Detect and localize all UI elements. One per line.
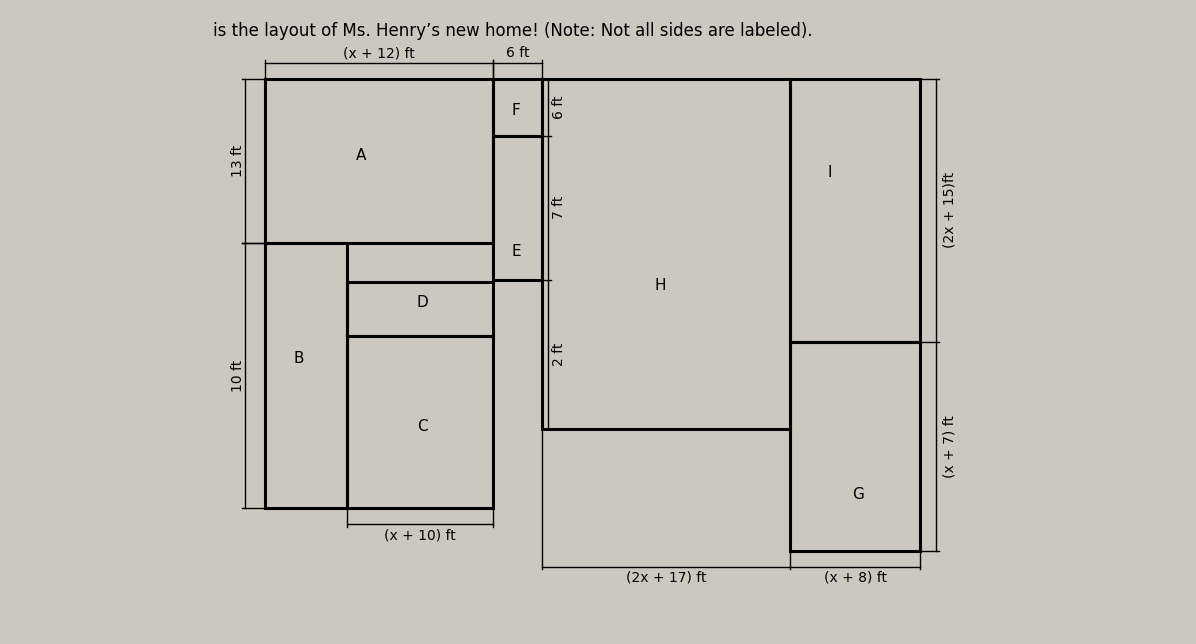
- Text: 6 ft: 6 ft: [553, 95, 566, 119]
- Text: G: G: [852, 487, 864, 502]
- Text: D: D: [417, 295, 428, 310]
- Text: is the layout of Ms. Henry’s new home! (Note: Not all sides are labeled).: is the layout of Ms. Henry’s new home! (…: [213, 22, 812, 40]
- Text: 2 ft: 2 ft: [553, 343, 566, 366]
- Text: (x + 12) ft: (x + 12) ft: [343, 46, 415, 61]
- Text: (2x + 17) ft: (2x + 17) ft: [626, 571, 706, 585]
- Text: H: H: [654, 278, 666, 293]
- Bar: [264, 79, 494, 243]
- Bar: [347, 336, 494, 509]
- Text: (x + 10) ft: (x + 10) ft: [384, 528, 456, 542]
- Text: 7 ft: 7 ft: [553, 196, 566, 219]
- Bar: [494, 135, 542, 279]
- Text: 13 ft: 13 ft: [231, 145, 245, 177]
- Text: (x + 7) ft: (x + 7) ft: [942, 415, 957, 478]
- Text: E: E: [511, 244, 521, 259]
- Text: F: F: [512, 102, 520, 118]
- Text: I: I: [828, 165, 832, 180]
- Text: C: C: [417, 419, 428, 434]
- Text: A: A: [355, 148, 366, 163]
- Bar: [791, 79, 920, 342]
- Text: (x + 8) ft: (x + 8) ft: [824, 571, 886, 585]
- Bar: [791, 342, 920, 551]
- Bar: [347, 283, 494, 336]
- Text: B: B: [293, 351, 304, 366]
- Text: (2x + 15)ft: (2x + 15)ft: [942, 173, 957, 249]
- Text: 6 ft: 6 ft: [506, 46, 530, 61]
- Bar: [264, 243, 347, 509]
- Bar: [542, 79, 791, 430]
- Text: 10 ft: 10 ft: [231, 359, 245, 392]
- Bar: [494, 79, 542, 135]
